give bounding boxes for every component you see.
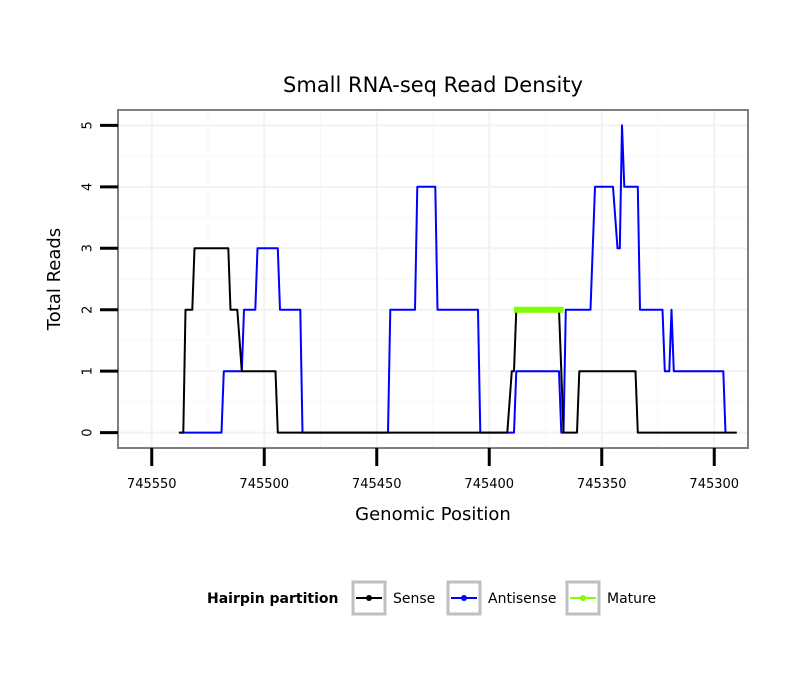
chart-title: Small RNA-seq Read Density: [283, 73, 583, 97]
series-line-antisense: [181, 124, 727, 434]
legend-marker-sense: [366, 595, 372, 601]
x-axis-label: Genomic Position: [355, 504, 511, 525]
x-tick-label: 745500: [239, 477, 289, 492]
series-line-sense: [178, 247, 737, 434]
y-tick-label: 2: [81, 306, 96, 314]
x-tick-label: 745350: [577, 477, 627, 492]
x-tick-label: 745300: [689, 477, 739, 492]
y-tick-label: 3: [81, 244, 96, 252]
series-layer: [178, 124, 737, 434]
y-tick-label: 0: [81, 428, 96, 436]
legend: Hairpin partition Sense Antisense Mature: [207, 580, 656, 616]
x-tick-label: 745400: [464, 477, 514, 492]
y-tick-label: 5: [81, 121, 96, 129]
legend-label-antisense: Antisense: [488, 591, 557, 607]
x-tick-label: 745550: [127, 477, 177, 492]
y-axis: 0 1 2 3 4 5: [81, 121, 118, 437]
legend-marker-antisense: [461, 595, 467, 601]
y-tick-label: 1: [81, 367, 96, 375]
x-axis: 745550 745500 745450 745400 745350 745300: [127, 448, 739, 492]
legend-label-mature: Mature: [607, 591, 656, 607]
y-tick-label: 4: [81, 183, 96, 191]
legend-title: Hairpin partition: [207, 591, 338, 607]
legend-label-sense: Sense: [393, 591, 435, 607]
y-axis-label: Total Reads: [44, 228, 65, 331]
legend-marker-mature: [580, 595, 586, 601]
plot-border: [117, 109, 749, 449]
x-tick-label: 745450: [352, 477, 402, 492]
